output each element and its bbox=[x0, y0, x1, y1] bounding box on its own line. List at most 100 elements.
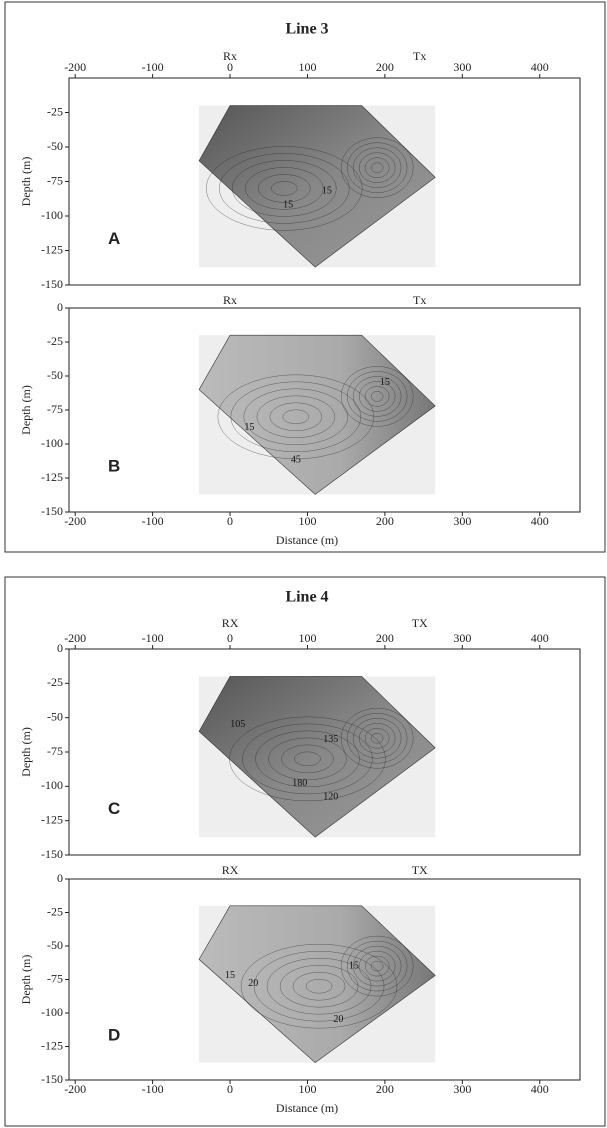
contour-label: 15 bbox=[225, 970, 235, 981]
x-tick-label: 400 bbox=[531, 514, 549, 528]
y-tick-label: -150 bbox=[41, 277, 63, 291]
contour-line bbox=[352, 147, 402, 188]
y-tick-label: -75 bbox=[47, 744, 63, 758]
y-tick-label: -100 bbox=[41, 436, 63, 450]
x-tick-label: 100 bbox=[298, 1082, 316, 1096]
contour-line bbox=[370, 391, 384, 402]
x-tick-label: -100 bbox=[142, 1082, 164, 1096]
contour-line bbox=[205, 146, 363, 231]
contour-label: 15 bbox=[322, 185, 332, 196]
y-tick-label: 0 bbox=[57, 641, 63, 655]
contour-line bbox=[279, 964, 359, 1008]
contour-line bbox=[218, 153, 350, 224]
x-tick-label: -200 bbox=[64, 514, 86, 528]
x-tick-label: 100 bbox=[298, 60, 316, 74]
contour-line bbox=[352, 718, 402, 759]
y-tick-label: -125 bbox=[41, 1038, 63, 1052]
contour-line bbox=[358, 381, 396, 412]
contour-line bbox=[364, 386, 390, 407]
contour-line bbox=[256, 395, 336, 439]
contour-line bbox=[370, 733, 384, 744]
contour-line bbox=[230, 381, 362, 453]
y-tick-label: 0 bbox=[57, 871, 63, 885]
contour-line bbox=[282, 409, 310, 425]
x-tick-label: -200 bbox=[64, 631, 86, 645]
y-tick-label: -100 bbox=[41, 208, 63, 222]
marker-label: Tx bbox=[413, 49, 426, 63]
x-tick-label: 300 bbox=[453, 1082, 471, 1096]
contour-line bbox=[358, 723, 396, 754]
y-tick-label: -50 bbox=[47, 709, 63, 723]
x-tick-label: 200 bbox=[376, 60, 394, 74]
y-tick-label: -125 bbox=[41, 470, 63, 484]
contour-label: 20 bbox=[333, 1014, 343, 1025]
panel-label: C bbox=[108, 799, 120, 818]
contour-line bbox=[364, 157, 390, 178]
y-tick-label: -25 bbox=[47, 675, 63, 689]
y-axis-label: Depth (m) bbox=[19, 157, 33, 207]
group-frame bbox=[4, 576, 606, 1127]
chart-title: Line 4 bbox=[285, 589, 328, 606]
contour-line bbox=[231, 160, 337, 217]
contour-label: 135 bbox=[323, 734, 338, 745]
contour-line bbox=[352, 376, 402, 417]
x-tick-label: 100 bbox=[298, 514, 316, 528]
y-tick-label: -25 bbox=[47, 104, 63, 118]
y-tick-label: -125 bbox=[41, 812, 63, 826]
marker-label: Tx bbox=[413, 293, 426, 307]
contour-label: 15 bbox=[380, 377, 390, 388]
panel-label: D bbox=[108, 1025, 120, 1044]
contour-label: 15 bbox=[244, 422, 254, 433]
group-frame bbox=[4, 1, 606, 553]
contour-line bbox=[346, 142, 408, 193]
contour-field bbox=[198, 905, 436, 1063]
marker-label: Rx bbox=[223, 293, 237, 307]
x-tick-label: -100 bbox=[142, 60, 164, 74]
x-tick-label: 200 bbox=[376, 1082, 394, 1096]
y-tick-label: -100 bbox=[41, 1005, 63, 1019]
x-tick-label: 400 bbox=[531, 1082, 549, 1096]
contour-line bbox=[253, 950, 385, 1022]
marker-label: RX bbox=[222, 863, 239, 877]
marker-label: Rx bbox=[223, 49, 237, 63]
contour-line bbox=[364, 728, 390, 749]
contour-label: 180 bbox=[292, 778, 307, 789]
y-tick-label: -25 bbox=[47, 334, 63, 348]
contour-line bbox=[346, 940, 408, 992]
x-tick-label: -100 bbox=[142, 514, 164, 528]
x-tick-label: 400 bbox=[531, 60, 549, 74]
y-tick-label: -150 bbox=[41, 847, 63, 861]
y-tick-label: -25 bbox=[47, 904, 63, 918]
contour-field bbox=[198, 334, 436, 495]
x-tick-label: 200 bbox=[376, 514, 394, 528]
contour-line bbox=[240, 943, 398, 1029]
y-tick-label: -75 bbox=[47, 971, 63, 985]
contour-line bbox=[340, 366, 414, 427]
contour-line bbox=[242, 723, 373, 795]
contour-line bbox=[340, 137, 414, 198]
x-axis-label: Distance (m) bbox=[276, 1101, 338, 1115]
y-tick-label: -125 bbox=[41, 242, 63, 256]
contour-label: 15 bbox=[349, 960, 359, 971]
contour-line bbox=[340, 708, 414, 769]
contour-line bbox=[255, 730, 360, 788]
contour-line bbox=[340, 935, 414, 997]
contour-line bbox=[243, 388, 349, 446]
contour-line bbox=[268, 737, 347, 781]
contour-label: 45 bbox=[291, 455, 301, 466]
x-tick-label: 100 bbox=[298, 631, 316, 645]
marker-label: RX bbox=[222, 616, 239, 630]
x-tick-label: 0 bbox=[227, 631, 233, 645]
contour-line bbox=[294, 751, 321, 767]
x-tick-label: -200 bbox=[64, 1082, 86, 1096]
y-axis-label: Depth (m) bbox=[19, 727, 33, 777]
y-tick-label: -75 bbox=[47, 173, 63, 187]
y-tick-label: -50 bbox=[47, 368, 63, 382]
y-tick-label: -75 bbox=[47, 402, 63, 416]
contour-line bbox=[346, 713, 408, 764]
contour-line bbox=[266, 957, 372, 1015]
x-tick-label: 400 bbox=[531, 631, 549, 645]
y-tick-label: -50 bbox=[47, 139, 63, 153]
contour-field bbox=[198, 676, 436, 838]
